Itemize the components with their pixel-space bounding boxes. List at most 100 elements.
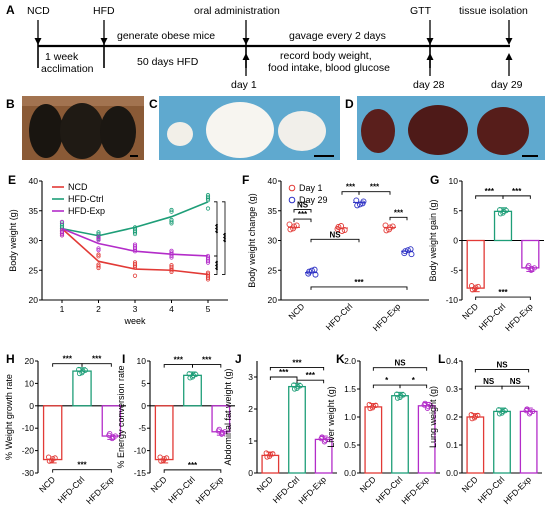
data-point [190,372,196,378]
data-point [112,433,119,439]
y-tick-label: 1.5 [344,384,356,394]
legend-swatch [288,196,296,204]
panel-label-g: G [430,173,439,187]
bar [519,410,538,474]
timeline-ncd: NCD [27,5,50,17]
y-tick-label: 1.0 [344,412,356,422]
data-point [408,251,415,258]
panel-label-e: E [8,173,16,187]
data-point [169,207,174,213]
significance-label: *** [63,355,73,364]
y-axis-label: Abdominal fat weight (g) [223,368,233,465]
category-label: HFD-Exp [84,474,116,506]
mouse-hfd-exp [100,106,136,158]
timeline-tissue: tissue isolation [459,5,528,17]
significance-bracket [372,384,401,389]
y-axis-label: % Energy conversion rate [116,365,126,468]
significance-bracket [163,469,222,473]
significance-bracket [358,191,391,195]
timeline-record: record body weight, [280,50,372,62]
data-point [267,451,273,458]
y-tick-label: 0.4 [446,356,458,366]
significance-label: *** [298,210,308,219]
significance-label: *** [202,356,212,365]
significance-label: *** [346,183,356,192]
y-tick-label: 20 [268,295,278,305]
data-point [161,456,167,462]
data-point [205,255,211,260]
significance-bracket [310,286,408,290]
bar [42,405,63,461]
data-point [360,198,367,205]
data-point [527,409,533,415]
data-point [222,429,228,435]
data-point [59,219,65,225]
data-point [132,226,138,232]
significance-bracket [372,367,428,371]
photo-mice: B [6,96,144,160]
significance-label: *** [370,183,380,192]
y-tick-label: 5 [453,206,458,216]
panel-label-i: I [122,352,125,366]
significance-label: NS [297,201,309,210]
significance-bracket [501,385,530,390]
panel-label-k: K [336,352,345,366]
panel-label-f: F [242,173,249,187]
data-point [96,230,101,235]
category-label: HFD-Ctrl [324,301,355,332]
legend-label: Day 1 [299,183,323,193]
y-tick-label: -10 [446,295,459,305]
significance-bracket [475,296,531,301]
data-point [428,403,434,409]
y-tick-label: 10 [137,356,147,366]
y-axis-label: Body weight change (g) [247,193,257,288]
significance-bracket [341,191,360,195]
y-tick-label: 25 [268,265,278,275]
significance-label: *** [512,187,522,196]
data-point [80,368,86,374]
x-tick-label: 1 [60,304,65,314]
significance-label: *** [214,260,223,270]
data-point [110,434,116,440]
y-tick-label: -20 [22,446,35,456]
y-axis-label: % Weight growth rate [4,374,14,460]
y-tick-label: 0 [248,468,253,478]
data-point [473,284,479,290]
data-point [475,283,481,290]
x-axis-label: week [123,316,146,326]
data-point [205,270,211,275]
timeline-gtt: GTT [410,5,432,17]
data-point [205,194,211,199]
category-label: HFD-Exp [399,474,431,506]
y-tick-label: -15 [134,468,147,478]
data-point [500,408,506,415]
x-tick-label: 4 [169,304,174,314]
timeline-panel: A NCD HFD oral administration GTT tissue… [6,3,528,91]
significance-label: *** [188,461,198,470]
data-point [59,228,65,233]
bar [72,370,92,407]
significance-bracket [192,364,222,368]
data-point [475,412,481,419]
bar [391,395,409,474]
category-label: HFD-Exp [503,301,535,333]
category-label: HFD-Exp [193,474,225,506]
category-label: NCD [460,301,480,321]
y-tick-label: 30 [29,236,39,246]
data-point [96,262,101,267]
data-point [132,273,138,278]
significance-label: NS [483,377,495,386]
significance-bracket [163,364,193,368]
x-tick-label: 3 [133,304,138,314]
significance-bracket [269,376,298,380]
data-point [96,234,101,239]
data-point [169,264,174,270]
data-point [169,248,174,253]
data-point [503,207,509,214]
timeline-1week: 1 week [45,51,79,63]
significance-label: *** [306,371,316,380]
significance-label: NS [496,360,508,369]
y-tick-label: 3 [248,372,253,382]
y-tick-label: 30 [268,236,278,246]
